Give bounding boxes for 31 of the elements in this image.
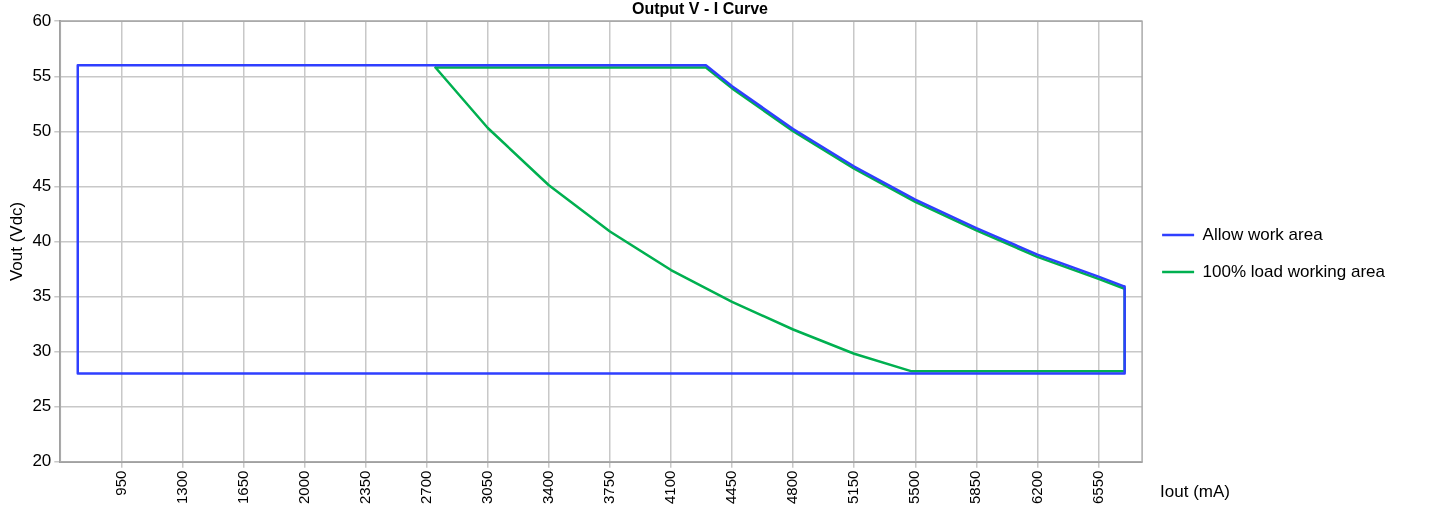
- x-tick-label: 1650: [233, 470, 251, 505]
- x-tick-label: 3750: [600, 470, 618, 505]
- x-tick-label: 6200: [1027, 470, 1045, 505]
- x-tick-label: 950: [111, 470, 129, 496]
- x-tick-label: 1300: [172, 470, 190, 505]
- x-tick-label: 3050: [477, 470, 495, 505]
- y-tick-label: 60: [32, 10, 52, 30]
- x-tick-label: 2000: [294, 470, 312, 505]
- y-tick-label: 30: [32, 341, 52, 361]
- x-tick-label: 2700: [416, 470, 434, 505]
- y-tick-label: 50: [32, 121, 52, 140]
- x-tick-label: 4800: [783, 470, 801, 505]
- y-tick-label: 40: [32, 231, 52, 251]
- x-axis-title: Iout (mA): [1160, 481, 1230, 502]
- y-axis-title: Vout (Vdc): [6, 201, 26, 282]
- legend-label: 100% load working area: [1202, 261, 1386, 281]
- x-tick-label: 5500: [905, 470, 923, 505]
- legend-label: Allow work area: [1202, 224, 1324, 244]
- y-tick-label: 35: [32, 286, 52, 306]
- y-tick-label: 55: [32, 65, 52, 85]
- x-tick-label: 4100: [661, 470, 679, 505]
- y-tick-label: 20: [32, 451, 52, 471]
- x-tick-label: 5850: [966, 470, 984, 505]
- y-tick-label: 25: [32, 396, 52, 416]
- x-tick-label: 3400: [539, 470, 556, 505]
- chart-title: Output V - I Curve: [632, 0, 769, 18]
- x-tick-label: 2350: [355, 470, 373, 505]
- x-tick-label: 6550: [1088, 470, 1106, 505]
- x-tick-label: 4450: [722, 470, 740, 505]
- x-tick-label: 5150: [844, 470, 862, 505]
- y-tick-label: 45: [32, 176, 52, 196]
